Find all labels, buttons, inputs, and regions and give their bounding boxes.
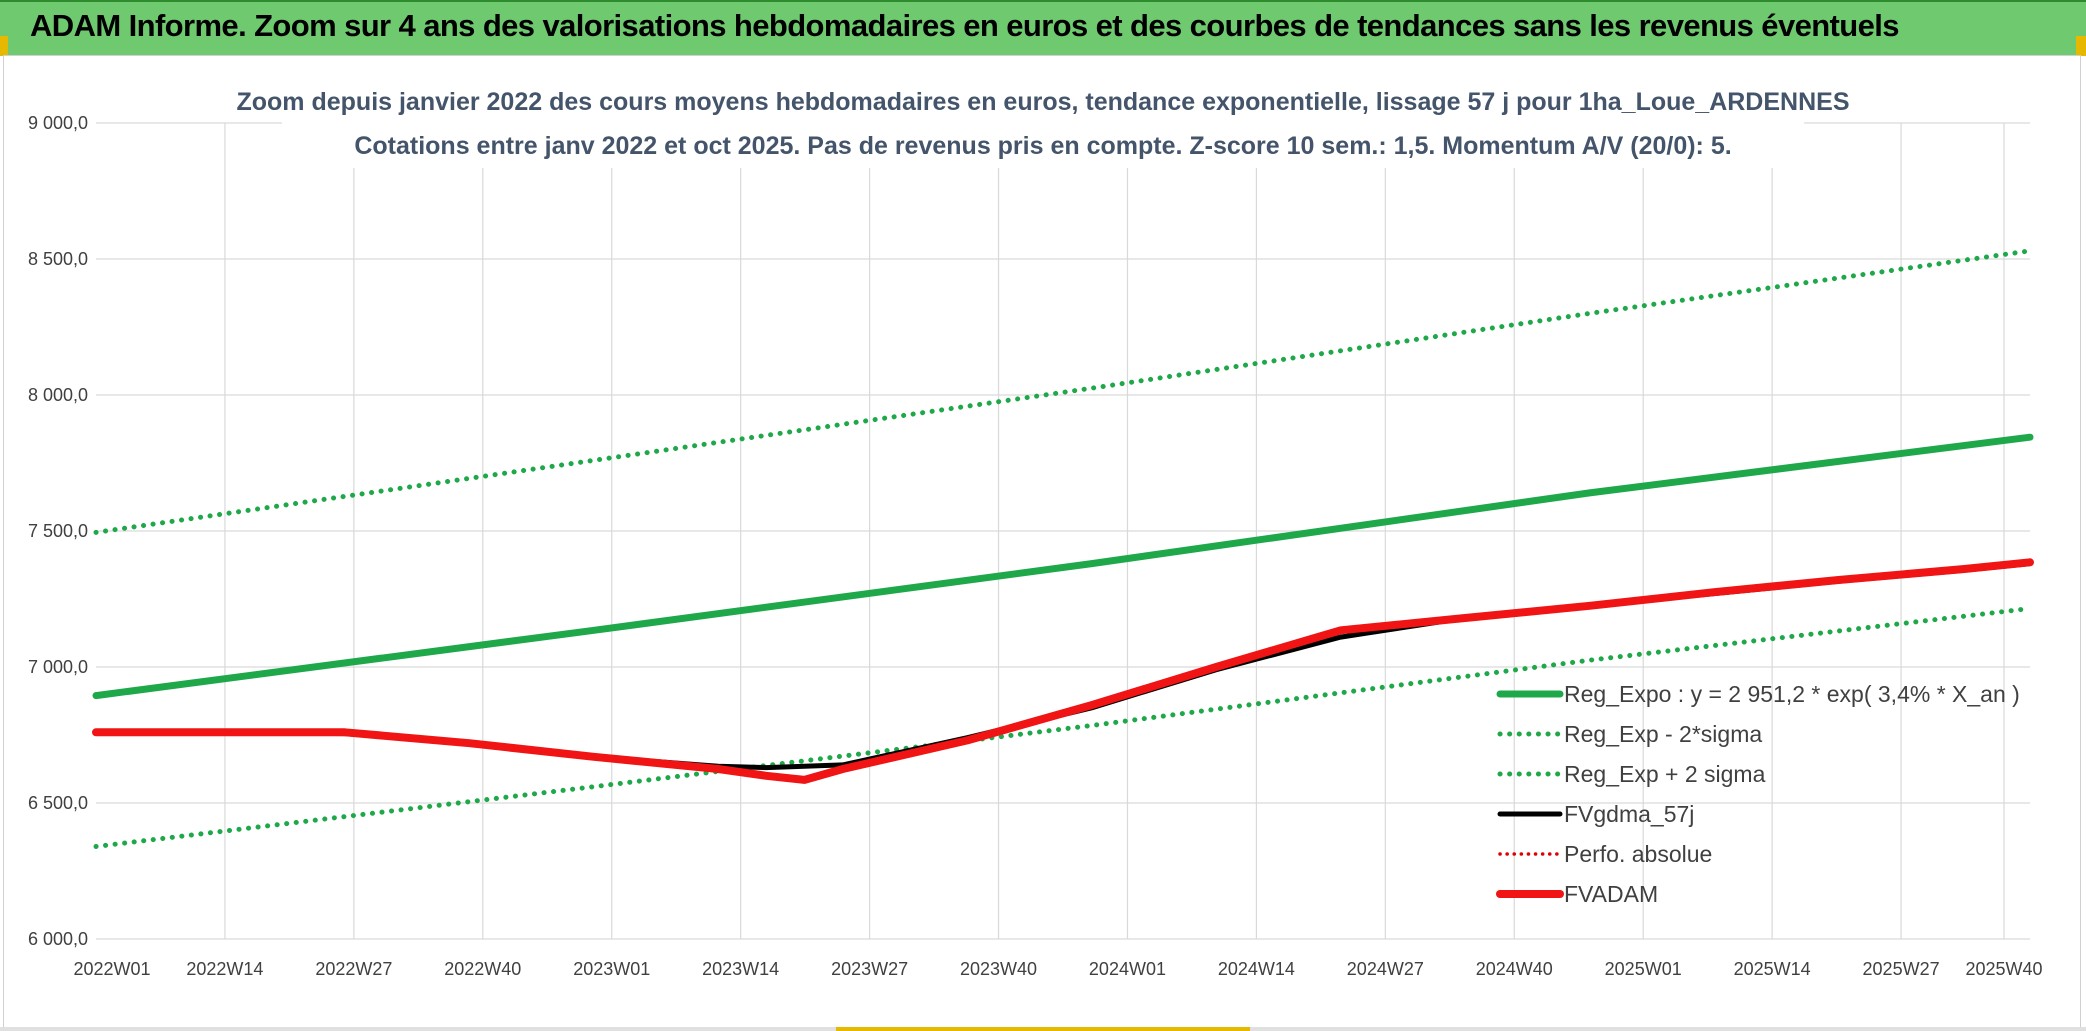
x-tick-label: 2023W40 — [960, 959, 1037, 979]
grid-layer — [96, 122, 2030, 940]
chart-title: Zoom depuis janvier 2022 des cours moyen… — [236, 88, 1849, 116]
x-tick-label: 2023W14 — [702, 959, 779, 979]
x-tick-label: 2022W40 — [444, 959, 521, 979]
bottom-accent — [836, 1027, 1250, 1031]
series-line-3 — [93, 248, 2033, 535]
series-line-2 — [93, 606, 2033, 849]
x-tick-label: 2023W01 — [573, 959, 650, 979]
series-line-1 — [92, 433, 2034, 700]
title-backdrop — [282, 80, 1804, 168]
chart-frame — [3, 55, 2081, 1029]
series-layer — [92, 248, 2034, 849]
x-tick-label: 2024W01 — [1089, 959, 1166, 979]
series-line-6 — [92, 558, 2034, 784]
y-tick-label: 7 000,0 — [28, 657, 88, 677]
header-banner: ADAM Informe. Zoom sur 4 ans des valoris… — [0, 0, 2086, 55]
y-tick-label: 6 500,0 — [28, 793, 88, 813]
legend-label: Perfo. absolue — [1564, 841, 1712, 867]
legend-label: FVgdma_57j — [1564, 801, 1694, 827]
legend-label: Reg_Exp + 2 sigma — [1564, 761, 1766, 787]
y-tick-label: 7 500,0 — [28, 521, 88, 541]
x-tick-label: 2022W27 — [315, 959, 392, 979]
page-title: ADAM Informe. Zoom sur 4 ans des valoris… — [30, 8, 1900, 43]
y-tick-label: 6 000,0 — [28, 929, 88, 949]
x-tick-label: 2024W14 — [1218, 959, 1295, 979]
x-tick-label: 2022W01 — [73, 959, 150, 979]
legend-label: FVADAM — [1564, 881, 1658, 907]
x-tick-label: 2024W40 — [1476, 959, 1553, 979]
x-tick-label: 2024W27 — [1347, 959, 1424, 979]
x-tick-label: 2022W14 — [186, 959, 263, 979]
corner-mark-left — [0, 36, 8, 56]
x-tick-label: 2025W01 — [1605, 959, 1682, 979]
chart-subtitle: Cotations entre janv 2022 et oct 2025. P… — [354, 132, 1731, 160]
legend-label: Reg_Exp - 2*sigma — [1564, 721, 1762, 747]
y-tick-label: 8 000,0 — [28, 385, 88, 405]
y-tick-label: 9 000,0 — [28, 113, 88, 133]
x-tick-label: 2025W40 — [1965, 959, 2042, 979]
legend-label: Reg_Expo : y = 2 951,2 * exp( 3,4% * X_a… — [1564, 681, 2020, 707]
x-tick-label: 2023W27 — [831, 959, 908, 979]
x-tick-label: 2025W14 — [1734, 959, 1811, 979]
y-axis-ticks: 6 000,0 6 500,0 7 000,0 7 500,0 8 000,0 8 500… — [28, 113, 88, 949]
y-tick-label: 8 500,0 — [28, 249, 88, 269]
corner-mark-right — [2076, 36, 2086, 56]
x-axis-ticks: 2022W01 2022W14 2022W27 2022W40 2023W01 2023W… — [73, 959, 2042, 979]
x-tick-label: 2025W27 — [1863, 959, 1940, 979]
legend: Reg_Expo : y = 2 951,2 * exp( 3,4% * X_a… — [1496, 681, 2020, 907]
